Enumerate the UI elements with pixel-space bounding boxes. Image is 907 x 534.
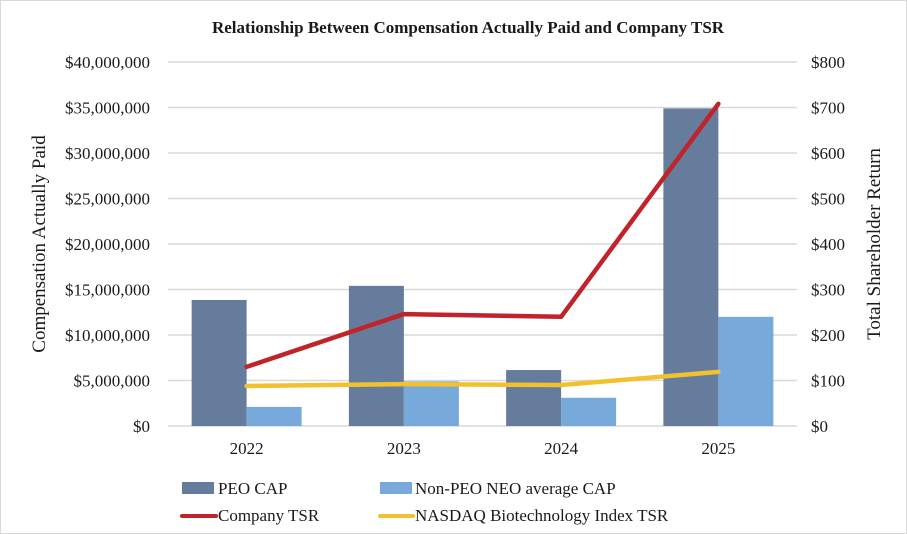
x-axis-ticks: 2022 2023 2024 2025 — [230, 439, 736, 458]
y-axis-label: Compensation Actually Paid — [29, 135, 50, 353]
y-tick-label: $30,000,000 — [65, 144, 150, 163]
lines — [244, 101, 721, 389]
bar-non-peo-neo-average-cap-2024[interactable] — [561, 397, 617, 426]
bar-peo-cap-2024[interactable] — [506, 370, 562, 426]
y2-tick-label: $0 — [811, 417, 828, 436]
legend-swatch-non-peo-cap — [380, 482, 412, 494]
y-tick-label: $15,000,000 — [65, 281, 150, 300]
y-tick-label: $25,000,000 — [65, 190, 150, 209]
y2-tick-label: $600 — [811, 144, 845, 163]
y2-tick-label: $700 — [811, 99, 845, 118]
bar-non-peo-neo-average-cap-2022[interactable] — [246, 406, 302, 426]
chart-title: Relationship Between Compensation Actual… — [212, 18, 725, 37]
bar-peo-cap-2023[interactable] — [348, 285, 404, 426]
legend-label-nasdaq-tsr: NASDAQ Biotechnology Index TSR — [415, 506, 669, 525]
y-tick-label: $10,000,000 — [65, 326, 150, 345]
legend-item-peo-cap[interactable]: PEO CAP — [182, 479, 287, 498]
line-company-tsr[interactable] — [244, 101, 721, 370]
y2-tick-label: $800 — [811, 53, 845, 72]
legend-item-nasdaq-tsr[interactable]: NASDAQ Biotechnology Index TSR — [378, 506, 669, 525]
y-tick-label: $20,000,000 — [65, 235, 150, 254]
x-tick-label: 2022 — [230, 439, 264, 458]
x-tick-label: 2025 — [701, 439, 735, 458]
legend-item-non-peo-cap[interactable]: Non-PEO NEO average CAP — [380, 479, 616, 498]
legend-swatch-peo-cap — [182, 482, 214, 494]
bar-peo-cap-2022[interactable] — [191, 299, 247, 426]
x-tick-label: 2024 — [544, 439, 579, 458]
y2-tick-label: $200 — [811, 326, 845, 345]
y2-tick-label: $500 — [811, 190, 845, 209]
bar-non-peo-neo-average-cap-2023[interactable] — [403, 381, 459, 426]
legend-label-company-tsr: Company TSR — [218, 506, 320, 525]
bar-non-peo-neo-average-cap-2025[interactable] — [718, 316, 774, 426]
y-tick-label: $35,000,000 — [65, 99, 150, 118]
y-tick-label: $5,000,000 — [74, 372, 151, 391]
legend-item-company-tsr[interactable]: Company TSR — [180, 506, 320, 525]
y2-axis-ticks: $0 $100 $200 $300 $400 $500 $600 $700 $800 — [811, 53, 845, 436]
y2-tick-label: $300 — [811, 281, 845, 300]
x-tick-label: 2023 — [387, 439, 421, 458]
y2-axis-label: Total Shareholder Return — [864, 148, 885, 340]
legend-label-non-peo-cap: Non-PEO NEO average CAP — [415, 479, 616, 498]
y-axis-ticks: $0 $5,000,000 $10,000,000 $15,000,000 $20,00… — [65, 53, 150, 436]
y2-tick-label: $100 — [811, 372, 845, 391]
y2-tick-label: $400 — [811, 235, 845, 254]
bars — [191, 108, 774, 426]
line-nasdaq-biotechnology-index-tsr[interactable] — [244, 369, 721, 389]
legend-label-peo-cap: PEO CAP — [218, 479, 287, 498]
y-tick-label: $40,000,000 — [65, 53, 150, 72]
y-tick-label: $0 — [133, 417, 150, 436]
legend: PEO CAP Non-PEO NEO average CAP Company … — [180, 479, 669, 525]
bar-peo-cap-2025[interactable] — [663, 108, 719, 426]
